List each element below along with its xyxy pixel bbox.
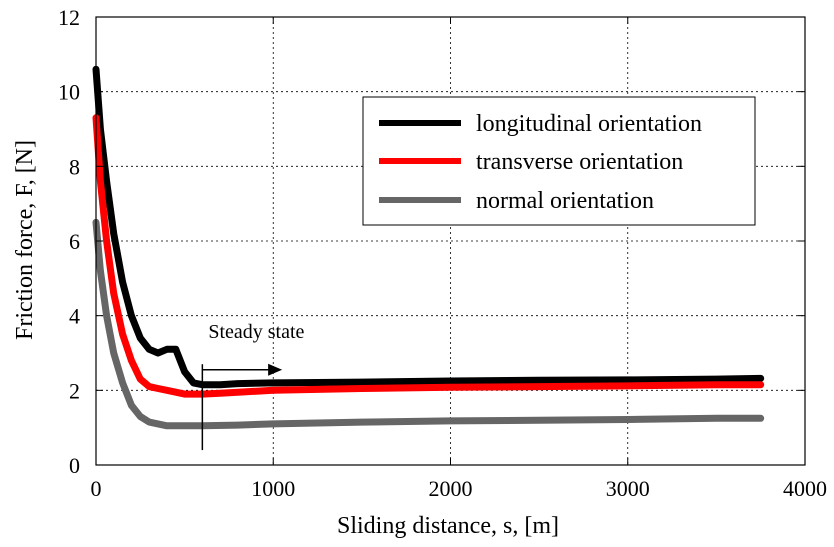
legend-label-transverse: transverse orientation — [476, 149, 683, 175]
steady-state-annotation: Steady state — [201, 321, 305, 451]
y-tick-label: 10 — [58, 80, 80, 105]
axis-ticks: 0 1000 2000 3000 4000 0 2 4 6 8 10 12 — [58, 5, 827, 501]
x-tick-label: 1000 — [251, 476, 295, 501]
legend: longitudinal orientation transverse orie… — [362, 96, 756, 226]
y-tick-label: 0 — [69, 453, 80, 478]
legend-label-longitudinal: longitudinal orientation — [476, 111, 702, 137]
x-tick-label: 0 — [91, 476, 102, 501]
x-tick-label: 2000 — [429, 476, 473, 501]
legend-label-normal: normal orientation — [476, 188, 654, 214]
series-line-normal — [92, 218, 765, 430]
y-tick-label: 6 — [69, 229, 80, 254]
steady-state-label: Steady state — [208, 321, 304, 343]
x-axis-label: Sliding distance, s, [m] — [337, 513, 559, 539]
y-tick-label: 12 — [58, 5, 80, 30]
y-tick-label: 2 — [69, 378, 80, 403]
series-line-transverse — [92, 114, 765, 398]
y-tick-label: 4 — [69, 304, 80, 329]
y-axis-label: Friction force, F, [N] — [12, 140, 38, 340]
y-tick-label: 8 — [69, 154, 80, 179]
steady-state-arrowhead — [268, 363, 283, 376]
series-line-longitudinal — [92, 65, 765, 389]
x-tick-label: 3000 — [606, 476, 650, 501]
x-tick-label: 4000 — [783, 476, 827, 501]
series-layer — [92, 65, 765, 430]
